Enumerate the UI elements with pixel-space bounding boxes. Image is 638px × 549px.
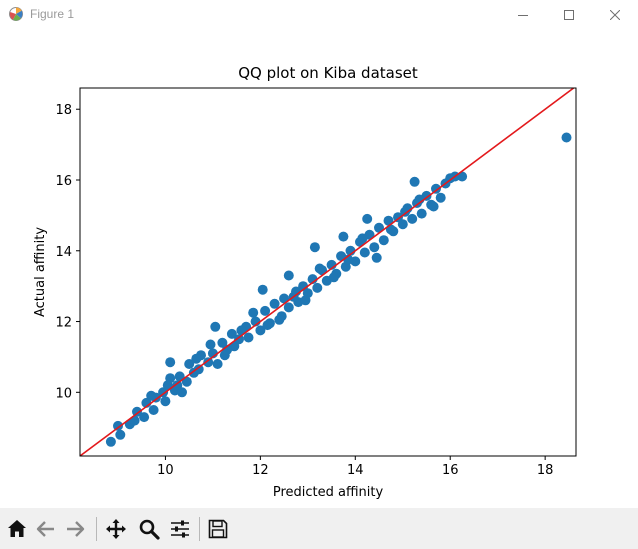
window-titlebar: Figure 1 xyxy=(0,0,638,30)
magnifier-icon xyxy=(139,519,160,540)
toolbar-separator xyxy=(199,517,200,541)
matplotlib-logo-icon xyxy=(9,7,23,21)
reference-line xyxy=(80,88,575,456)
data-point xyxy=(409,176,420,187)
y-tick-label: 12 xyxy=(55,316,72,331)
data-point xyxy=(234,334,244,345)
data-point xyxy=(378,235,389,246)
data-point xyxy=(416,208,427,219)
pan-button[interactable] xyxy=(103,516,129,542)
move-icon xyxy=(106,519,126,539)
toolbar-separator xyxy=(96,517,97,541)
x-axis-label: Predicted affinity xyxy=(273,485,384,500)
y-tick-label: 16 xyxy=(55,174,72,189)
data-points xyxy=(105,132,572,447)
forward-button[interactable] xyxy=(62,516,88,542)
home-button[interactable] xyxy=(4,516,30,542)
figure-canvas[interactable]: QQ plot on Kiba dataset 10 12 14 16 18 10 12 14… xyxy=(0,30,638,508)
window-title: Figure 1 xyxy=(30,7,75,21)
maximize-icon xyxy=(564,10,574,20)
data-point xyxy=(397,219,408,230)
data-point xyxy=(191,353,202,364)
data-point xyxy=(257,284,268,295)
data-point xyxy=(269,298,280,309)
arrow-right-icon xyxy=(67,521,85,537)
data-point xyxy=(248,307,259,318)
data-point xyxy=(255,325,266,336)
data-point xyxy=(212,359,223,369)
data-point xyxy=(172,380,183,391)
data-point xyxy=(328,272,339,283)
data-point xyxy=(283,302,294,313)
data-point xyxy=(312,282,323,293)
configure-subplots-button[interactable] xyxy=(167,516,193,542)
maximize-button[interactable] xyxy=(546,0,592,30)
data-point xyxy=(146,390,157,401)
data-point xyxy=(165,357,176,368)
data-point xyxy=(283,270,294,281)
data-point xyxy=(431,183,441,194)
data-point xyxy=(193,364,204,375)
qq-scatter-chart: QQ plot on Kiba dataset 10 12 14 16 18 10 12 14… xyxy=(33,64,577,500)
data-point xyxy=(262,320,273,331)
data-point xyxy=(359,247,370,258)
data-point xyxy=(210,321,221,332)
data-point xyxy=(393,212,403,223)
data-point xyxy=(428,201,439,212)
close-button[interactable] xyxy=(592,0,638,30)
arrow-left-icon xyxy=(36,521,54,537)
data-point xyxy=(435,192,446,203)
data-point xyxy=(184,359,195,369)
y-tick-label: 10 xyxy=(55,386,72,401)
data-point xyxy=(274,314,285,325)
data-point xyxy=(139,412,150,423)
data-point xyxy=(148,405,159,415)
data-point xyxy=(357,233,368,244)
minimize-button[interactable] xyxy=(500,0,546,30)
data-point xyxy=(369,242,380,253)
x-tick-label: 14 xyxy=(347,463,364,478)
data-point xyxy=(371,252,382,263)
zoom-button[interactable] xyxy=(136,516,162,542)
data-point xyxy=(226,328,237,339)
x-tick-label: 18 xyxy=(537,463,554,478)
data-point xyxy=(205,339,216,350)
data-point xyxy=(158,387,169,398)
x-tick-label: 12 xyxy=(252,463,269,478)
data-point xyxy=(132,406,142,417)
plot-frame xyxy=(79,87,577,457)
data-point xyxy=(203,357,214,368)
data-point xyxy=(217,337,228,348)
data-point xyxy=(243,332,254,343)
data-point xyxy=(113,420,123,431)
data-point xyxy=(115,429,126,440)
data-point xyxy=(260,305,271,316)
save-button[interactable] xyxy=(205,516,231,542)
y-tick-label: 14 xyxy=(55,245,72,260)
data-point xyxy=(338,231,349,242)
sliders-icon xyxy=(171,520,189,538)
minimize-icon xyxy=(518,15,528,16)
data-point xyxy=(400,206,411,217)
data-point xyxy=(407,213,418,224)
y-axis-label: Actual affinity xyxy=(33,227,48,317)
x-tick-label: 16 xyxy=(442,463,459,478)
back-button[interactable] xyxy=(33,516,59,542)
floppy-disk-icon xyxy=(208,519,228,539)
close-icon xyxy=(610,10,620,20)
home-icon xyxy=(8,520,26,537)
data-point xyxy=(177,387,187,398)
navigation-toolbar xyxy=(0,508,638,549)
data-point xyxy=(561,132,572,143)
chart-title: QQ plot on Kiba dataset xyxy=(238,64,418,82)
data-point xyxy=(362,213,373,224)
data-point xyxy=(300,295,311,306)
axis-ticks: 10 12 14 16 18 10 12 14 16 18 xyxy=(55,103,553,478)
data-point xyxy=(105,436,116,447)
data-point xyxy=(309,242,320,253)
data-point xyxy=(314,263,325,274)
data-point xyxy=(160,396,171,407)
y-tick-label: 18 xyxy=(55,103,72,118)
x-tick-label: 10 xyxy=(157,463,174,478)
